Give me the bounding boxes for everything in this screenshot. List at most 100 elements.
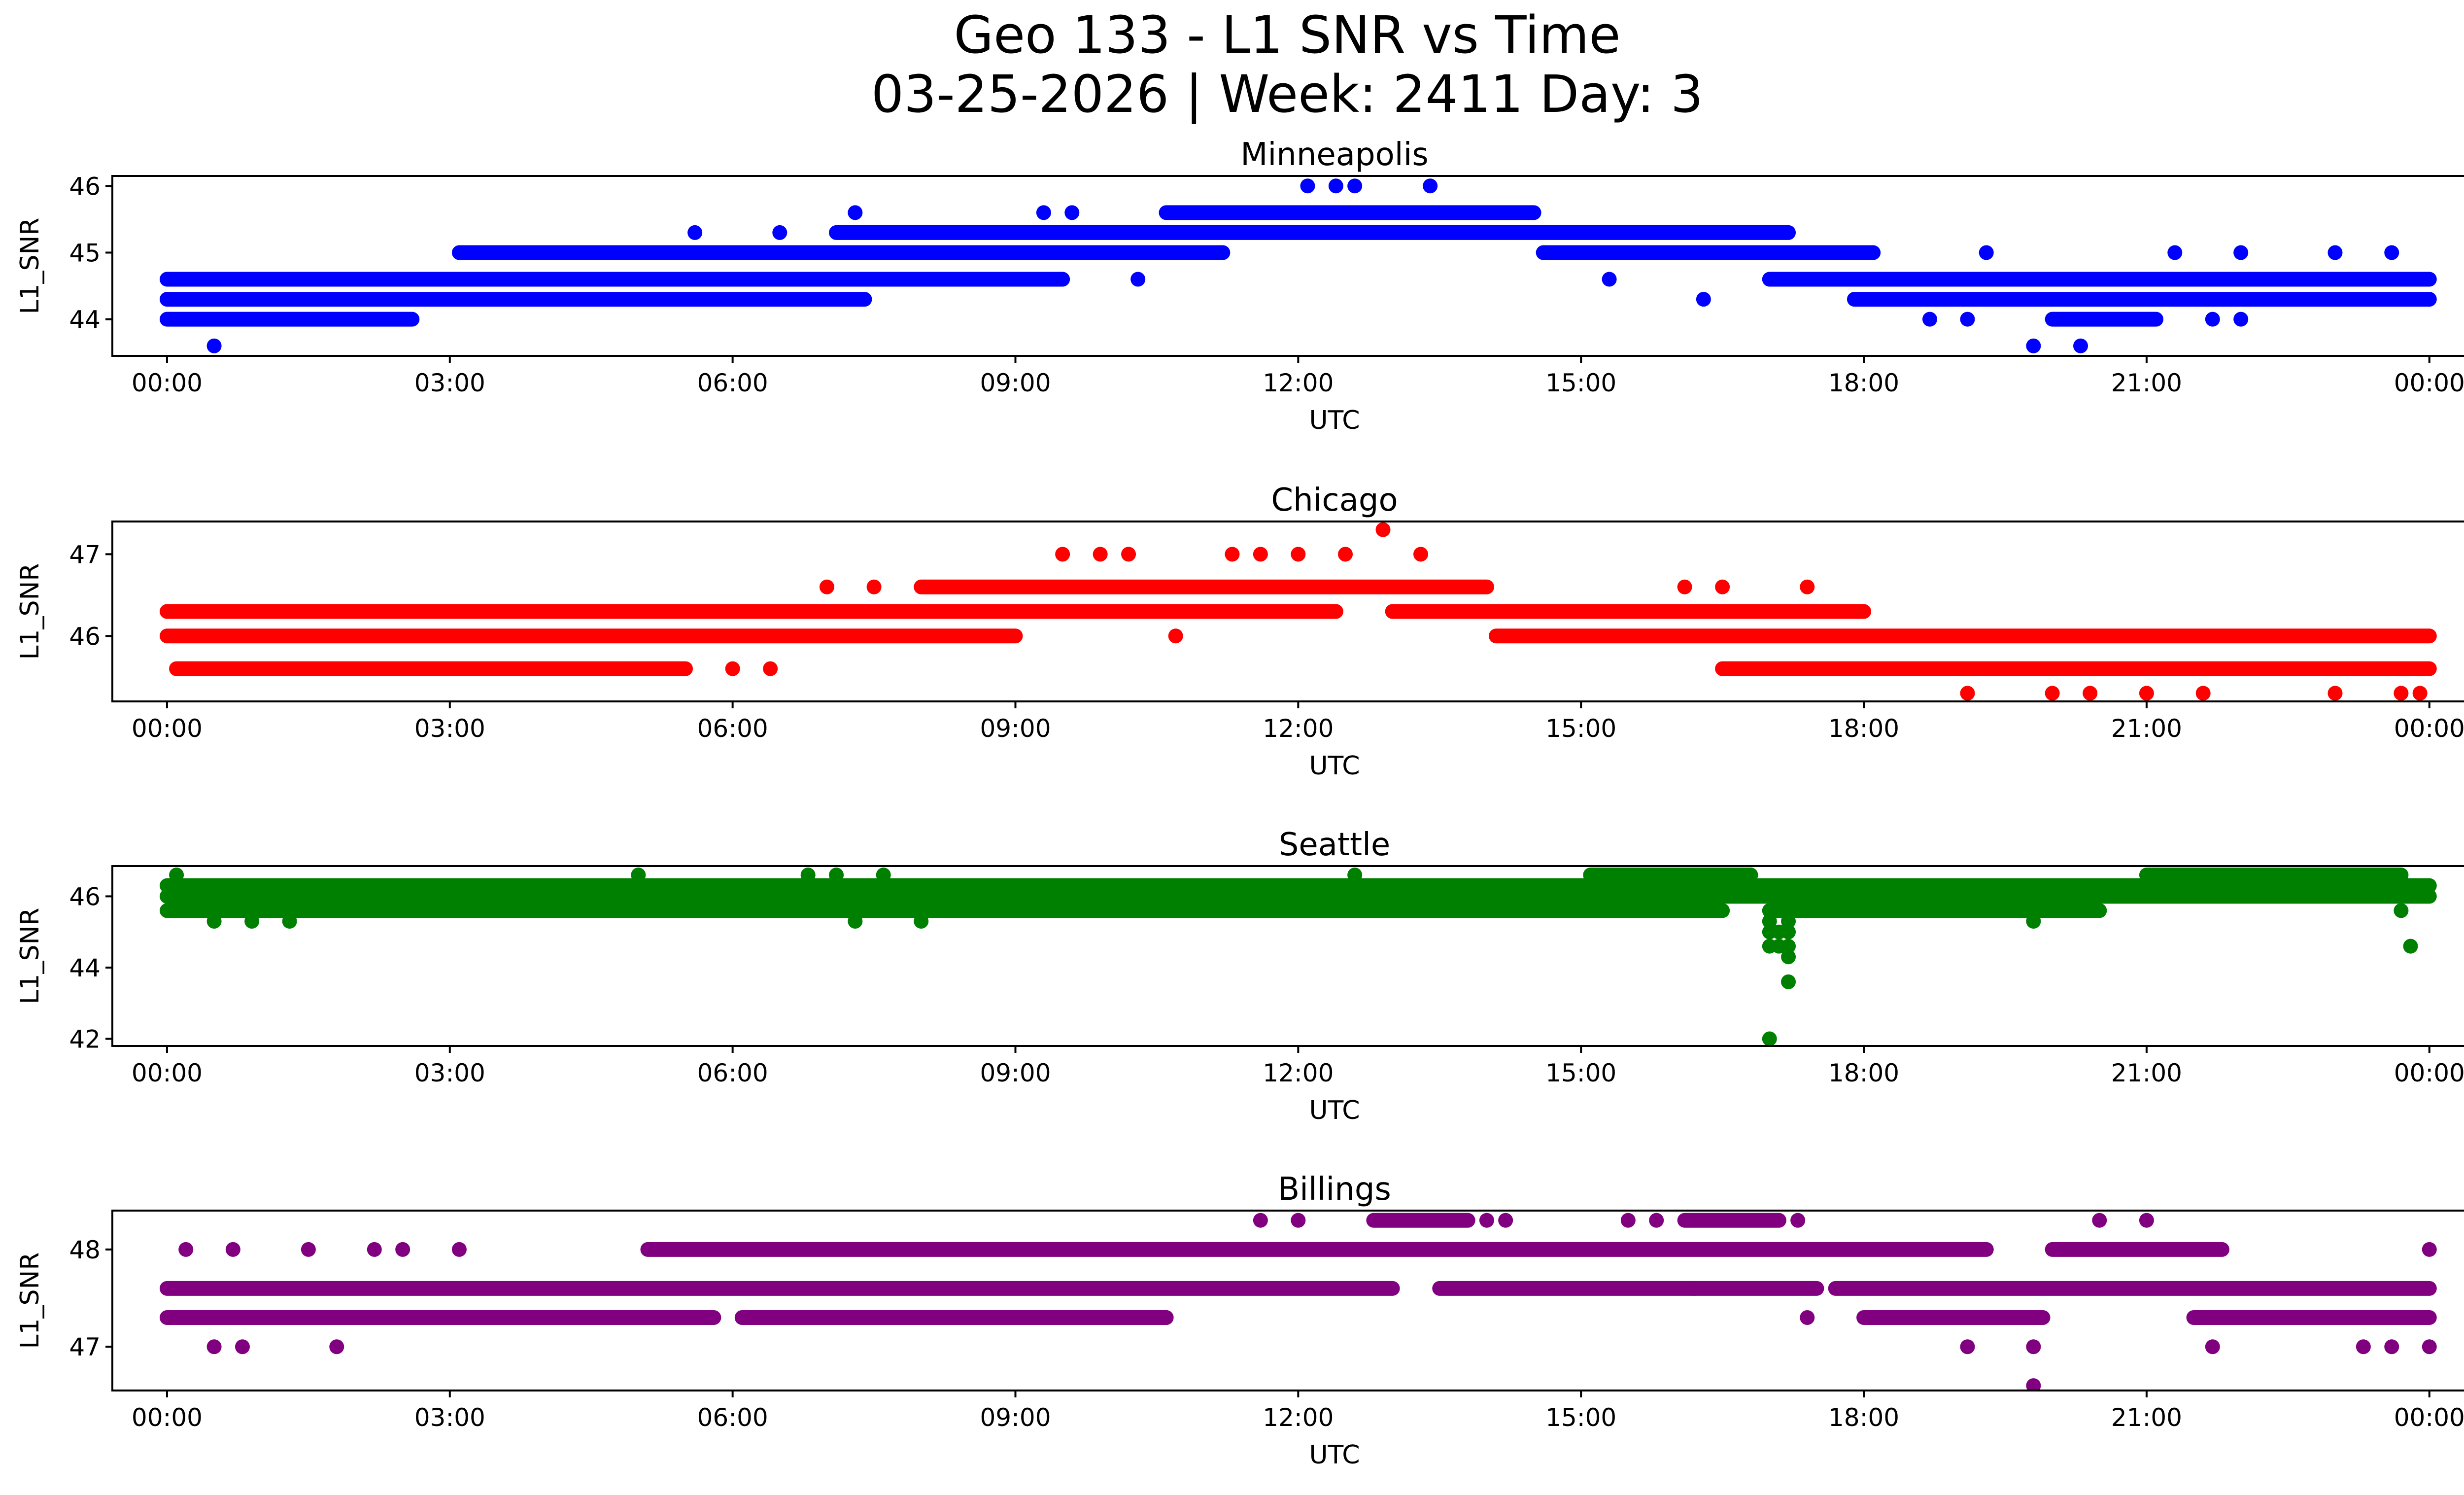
- data-point: [2045, 686, 2060, 701]
- data-point: [1979, 245, 1994, 260]
- data-point: [2026, 914, 2041, 929]
- data-point: [763, 661, 778, 676]
- data-point-run-3: [914, 579, 1494, 594]
- data-point: [1602, 272, 1617, 287]
- x-axis-label: UTC: [1309, 751, 1360, 781]
- data-point: [2412, 686, 2428, 701]
- data-point: [2233, 312, 2249, 327]
- y-axis-label: L1_SNR: [15, 563, 45, 660]
- data-point: [2092, 1213, 2107, 1228]
- data-point: [2422, 1339, 2437, 1355]
- data-point: [1375, 522, 1391, 537]
- data-point: [1036, 205, 1051, 220]
- data-point-run-4: [1385, 604, 1872, 619]
- y-axis-label: L1_SNR: [15, 907, 45, 1004]
- y-tick-label: 46: [69, 622, 101, 651]
- data-point: [1064, 205, 1080, 220]
- x-tick-label: 00:00: [132, 1059, 203, 1087]
- subplot-minneapolis: Minneapolis 00:00 03:00 06:00 09:00 12:00 15:0…: [15, 137, 2464, 435]
- subplot-title-chicago: Chicago: [1271, 482, 1398, 519]
- data-point-run-3: [734, 1310, 1174, 1325]
- x-tick-label: 00:00: [2394, 369, 2464, 397]
- y-tick-label: 46: [69, 882, 101, 911]
- figure-title-line-1: Geo 133 - L1 SNR vs Time: [954, 5, 1620, 65]
- data-point-run-7: [1828, 1281, 2437, 1296]
- y-tick-label: 46: [69, 172, 101, 201]
- data-point: [1328, 178, 1343, 194]
- scatter-series-minneapolis: [159, 178, 2437, 353]
- data-point: [1498, 1213, 1513, 1228]
- y-tick-label: 44: [69, 306, 101, 334]
- data-point-run-2: [169, 661, 693, 676]
- x-tick-label: 15:00: [1545, 1059, 1616, 1087]
- data-point: [1649, 1213, 1664, 1228]
- data-point-run-2: [159, 272, 1070, 287]
- data-point: [178, 1242, 194, 1257]
- data-point-run-5: [1159, 205, 1541, 220]
- data-point: [1121, 547, 1136, 562]
- x-tick-label: 18:00: [1828, 1403, 1899, 1432]
- data-point: [206, 1339, 222, 1355]
- data-point: [301, 1242, 316, 1257]
- y-tick-label: 47: [69, 540, 101, 569]
- x-tick-label: 15:00: [1545, 369, 1616, 397]
- data-point: [1762, 1031, 1777, 1046]
- data-point: [1253, 1213, 1268, 1228]
- x-tick-label: 00:00: [132, 714, 203, 743]
- data-point: [1413, 547, 1429, 562]
- subplot-title-billings: Billings: [1278, 1171, 1391, 1208]
- data-point: [2026, 338, 2041, 353]
- data-point: [1781, 974, 1796, 989]
- data-point: [1225, 547, 1240, 562]
- data-point: [1300, 178, 1315, 194]
- data-point: [725, 661, 740, 676]
- x-tick-label: 06:00: [697, 1059, 768, 1087]
- data-point: [2195, 686, 2211, 701]
- x-axis-label: UTC: [1309, 406, 1360, 435]
- data-point: [235, 1339, 250, 1355]
- data-point: [2139, 1213, 2154, 1228]
- data-point: [2083, 686, 2098, 701]
- x-tick-label: 03:00: [414, 714, 485, 743]
- data-point-run-4: [1432, 1281, 1824, 1296]
- y-axis-label: L1_SNR: [15, 217, 45, 314]
- data-point: [1130, 272, 1146, 287]
- x-tick-label: 00:00: [2394, 714, 2464, 743]
- data-point: [2205, 312, 2220, 327]
- data-point: [1781, 939, 1796, 954]
- data-point: [1696, 292, 1711, 307]
- data-point-run-9: [2045, 1242, 2229, 1257]
- data-point: [1781, 949, 1796, 965]
- data-point: [2233, 245, 2249, 260]
- data-point-run-1: [159, 1310, 721, 1325]
- x-tick-label: 21:00: [2111, 369, 2182, 397]
- y-tick-label: 42: [69, 1025, 101, 1054]
- data-point: [848, 914, 863, 929]
- data-point: [2394, 686, 2409, 701]
- data-point: [206, 338, 222, 353]
- data-point-run-9: [2045, 312, 2164, 327]
- data-point-run-6: [1536, 245, 1881, 260]
- data-point: [1686, 1281, 1702, 1296]
- data-point: [1677, 579, 1692, 594]
- x-tick-label: 06:00: [697, 369, 768, 397]
- y-tick-label: 48: [69, 1236, 101, 1264]
- data-point: [914, 914, 929, 929]
- data-point: [2167, 245, 2183, 260]
- data-point-run-5: [1366, 1213, 1475, 1228]
- x-tick-label: 09:00: [980, 714, 1051, 743]
- x-tick-label: 06:00: [697, 1403, 768, 1432]
- data-point-run-8: [1847, 292, 2437, 307]
- x-tick-label: 00:00: [2394, 1059, 2464, 1087]
- data-point: [866, 579, 882, 594]
- data-point: [2384, 1339, 2399, 1355]
- data-point-run-5: [1489, 628, 2437, 644]
- x-tick-label: 03:00: [414, 1403, 485, 1432]
- x-tick-label: 21:00: [2111, 1403, 2182, 1432]
- data-point: [2327, 245, 2343, 260]
- data-point: [1960, 686, 1975, 701]
- data-point: [206, 914, 222, 929]
- data-point: [1347, 868, 1363, 883]
- data-point: [367, 1242, 382, 1257]
